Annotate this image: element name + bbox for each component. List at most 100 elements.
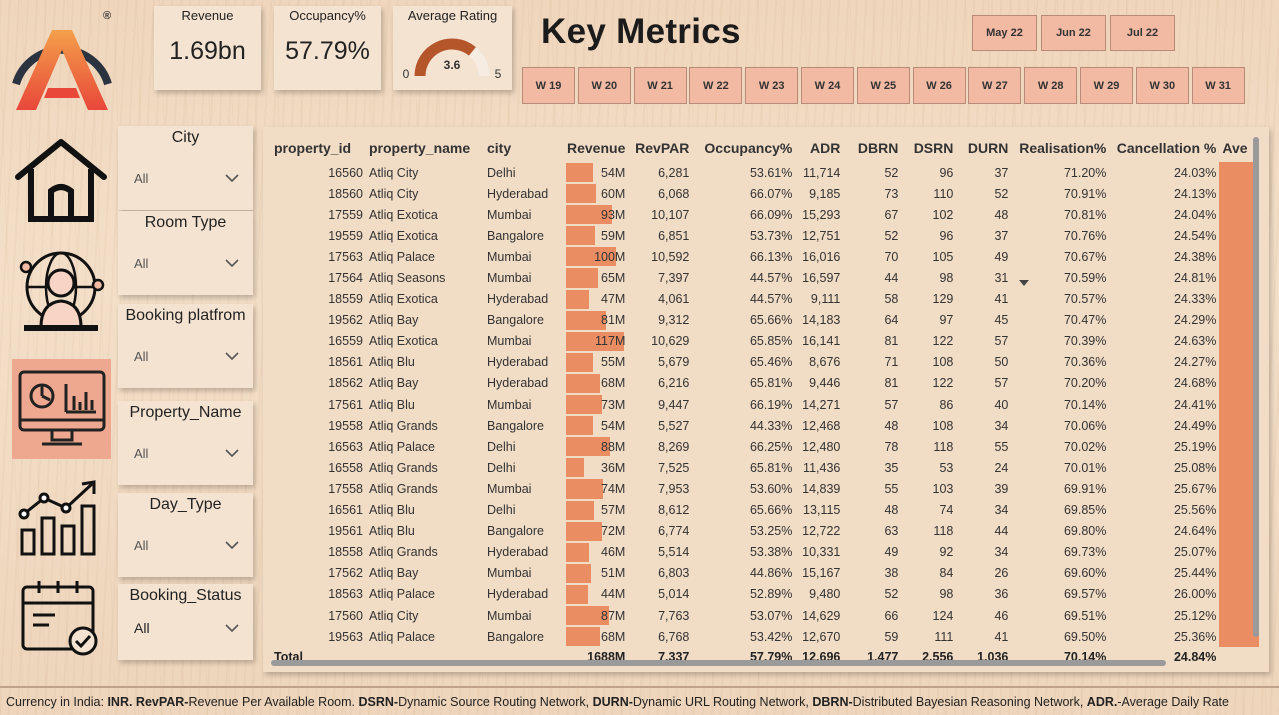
column-header-cancellation[interactable]: Cancellation %: [1116, 140, 1217, 156]
table-row[interactable]: 17564 Atliq Seasons Mumbai 65M 7,397 44.57% 16…: [271, 267, 1260, 289]
filter-label: Day_Type: [149, 496, 222, 513]
cell-city: Mumbai: [487, 481, 532, 496]
average-rating-databar: [1219, 478, 1260, 500]
table-row[interactable]: 17560 Atliq City Mumbai 87M 7,763 53.07% 14,62…: [271, 604, 1260, 627]
column-header-property-name[interactable]: property_name: [369, 140, 471, 156]
sort-desc-icon[interactable]: [1019, 280, 1029, 286]
week-button-w29[interactable]: W 29: [1080, 67, 1133, 104]
filter-room-type[interactable]: Room Type All: [118, 211, 253, 295]
chevron-down-icon[interactable]: [225, 624, 239, 632]
column-header-dsrn[interactable]: DSRN: [913, 140, 954, 156]
horizontal-scrollbar[interactable]: [271, 660, 1166, 666]
month-button-may-22[interactable]: May 22: [972, 15, 1037, 51]
nav-metrics-icon[interactable]: [12, 359, 111, 459]
cell-city: Delhi: [487, 165, 516, 180]
table-row[interactable]: 17563 Atliq Palace Mumbai 100M 10,592 66.13% 1…: [271, 246, 1260, 268]
filter-value[interactable]: All: [134, 349, 149, 364]
table-row[interactable]: 18562 Atliq Bay Hyderabad 68M 6,216 65.81% 9,4…: [271, 372, 1260, 395]
cell-cancellation: 24.81%: [1173, 271, 1217, 286]
revenue-value: 1.69bn: [169, 37, 246, 65]
chevron-down-icon[interactable]: [225, 449, 239, 457]
week-button-w31[interactable]: W 31: [1191, 67, 1245, 104]
column-header-city[interactable]: city: [487, 140, 512, 156]
table-row[interactable]: 18560 Atliq City Hyderabad 60M 6,068 66.07% 9,…: [271, 183, 1260, 205]
revenue-cell: 54M: [564, 162, 628, 183]
column-header-dbrn[interactable]: DBRN: [857, 140, 899, 156]
table-row[interactable]: 16560 Atliq City Delhi 54M 6,281 53.61% 11,714…: [271, 162, 1260, 184]
table-row[interactable]: 19559 Atliq Exotica Bangalore 59M 6,851 53.73…: [271, 225, 1260, 247]
filter-value[interactable]: All: [134, 256, 149, 271]
week-button-w27[interactable]: W 27: [968, 67, 1022, 104]
week-button-w21[interactable]: W 21: [633, 67, 687, 104]
filter-booking-status[interactable]: Booking_Status All: [118, 584, 253, 660]
week-button-w28[interactable]: W 28: [1024, 67, 1078, 104]
filter-city[interactable]: City All: [118, 126, 253, 210]
column-header-property-id[interactable]: property_id: [274, 140, 352, 156]
filter-value[interactable]: All: [134, 171, 149, 186]
week-button-w22[interactable]: W 22: [689, 67, 743, 104]
revenue-cell: 68M: [564, 626, 628, 647]
cell-dsrn: 118: [933, 524, 954, 539]
table-row[interactable]: 17561 Atliq Blu Mumbai 73M 9,447 66.19% 14,271…: [271, 394, 1260, 416]
table-row[interactable]: 18558 Atliq Grands Hyderabad 46M 5,514 53.38%…: [271, 541, 1260, 563]
table-row[interactable]: 19562 Atliq Bay Bangalore 81M 9,312 65.66% 14,…: [271, 309, 1260, 331]
column-header-ave[interactable]: Ave: [1222, 140, 1248, 156]
month-button-jul-22[interactable]: Jul 22: [1110, 15, 1175, 51]
table-row[interactable]: 16559 Atliq Exotica Mumbai 117M 10,629 65.85%…: [271, 330, 1260, 352]
table-row[interactable]: 18561 Atliq Blu Hyderabad 55M 5,679 65.46% 8,6…: [271, 351, 1260, 373]
cell-property-name: Atliq Exotica: [369, 207, 438, 222]
month-button-jun-22[interactable]: Jun 22: [1041, 15, 1106, 51]
cell-realisation: 70.57%: [1063, 292, 1107, 307]
average-rating-databar: [1219, 330, 1260, 352]
week-button-w23[interactable]: W 23: [745, 67, 799, 104]
chevron-down-icon[interactable]: [225, 259, 239, 267]
vertical-scrollbar[interactable]: [1253, 137, 1259, 637]
table-row[interactable]: 17559 Atliq Exotica Mumbai 93M 10,107 66.09% 1…: [271, 204, 1260, 226]
table-row[interactable]: 16563 Atliq Palace Delhi 88M 8,269 66.25% 12,4…: [271, 436, 1260, 458]
week-button-w19[interactable]: W 19: [522, 67, 575, 104]
column-header-revenue[interactable]: Revenue: [567, 140, 626, 156]
filter-day-type[interactable]: Day_Type All: [118, 493, 253, 577]
week-button-w24[interactable]: W 24: [801, 67, 854, 104]
table-row[interactable]: 19558 Atliq Grands Bangalore 54M 5,527 44.33%…: [271, 415, 1260, 437]
cell-dbrn: 64: [884, 313, 899, 328]
column-header-revpar[interactable]: RevPAR: [635, 140, 690, 156]
nav-trends-icon[interactable]: [12, 470, 110, 566]
chevron-down-icon[interactable]: [225, 541, 239, 549]
cell-cancellation: 24.38%: [1173, 249, 1217, 264]
filter-value[interactable]: All: [134, 446, 149, 461]
week-button-w20[interactable]: W 20: [577, 67, 631, 104]
chevron-down-icon[interactable]: [225, 352, 239, 360]
table-row[interactable]: 16558 Atliq Grands Delhi 36M 7,525 65.81% 11,4…: [271, 457, 1260, 479]
column-header-realisation[interactable]: Realisation%: [1019, 140, 1107, 156]
column-header-durn[interactable]: DURN: [967, 140, 1009, 156]
cell-revpar: 7,397: [658, 271, 690, 286]
filter-value[interactable]: All: [134, 620, 150, 636]
table-row[interactable]: 16561 Atliq Blu Delhi 57M 8,612 65.66% 13,115 4…: [271, 499, 1260, 521]
revenue-value: 55M: [601, 355, 626, 370]
nav-home-icon[interactable]: [12, 132, 110, 228]
cell-dbrn: 78: [884, 439, 899, 454]
filter-booking-platfrom[interactable]: Booking platfrom All: [118, 304, 253, 388]
table-row[interactable]: 17558 Atliq Grands Mumbai 74M 7,953 53.60% 14,…: [271, 478, 1260, 500]
column-header-adr[interactable]: ADR: [810, 140, 841, 156]
nav-people-icon[interactable]: [12, 243, 110, 339]
table-row[interactable]: 19561 Atliq Blu Bangalore 72M 6,774 53.25% 12,…: [271, 520, 1260, 542]
table-row[interactable]: 17562 Atliq Bay Mumbai 51M 6,803 44.86% 15,167…: [271, 562, 1260, 584]
table-row[interactable]: 18559 Atliq Exotica Hyderabad 47M 4,061 44.57…: [271, 288, 1260, 310]
week-button-w26[interactable]: W 26: [912, 67, 966, 104]
column-header-occupancy[interactable]: Occupancy%: [704, 140, 793, 156]
week-button-w25[interactable]: W 25: [856, 67, 910, 104]
table-row[interactable]: 18563 Atliq Palace Hyderabad 44M 5,014 52.89%…: [271, 583, 1260, 605]
filter-value[interactable]: All: [134, 538, 149, 553]
cell-revpar: 5,514: [658, 545, 690, 560]
cell-durn: 31: [994, 271, 1009, 286]
chevron-down-icon[interactable]: [225, 174, 239, 182]
revenue-value: 65M: [601, 271, 626, 286]
week-button-w30[interactable]: W 30: [1135, 67, 1189, 104]
cell-durn: 40: [994, 397, 1009, 412]
nav-calendar-icon[interactable]: [12, 570, 110, 666]
cell-dsrn: 108: [932, 418, 954, 433]
filter-property-name[interactable]: Property_Name All: [118, 401, 253, 485]
table-row[interactable]: 19563 Atliq Palace Bangalore 68M 6,768 53.42%…: [271, 626, 1260, 648]
